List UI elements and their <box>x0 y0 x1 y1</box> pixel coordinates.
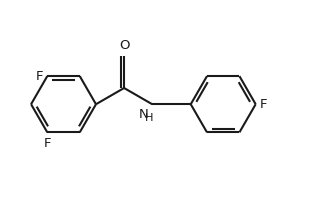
Text: O: O <box>119 39 129 52</box>
Text: F: F <box>44 137 51 149</box>
Text: F: F <box>36 70 43 83</box>
Text: F: F <box>260 98 267 111</box>
Text: H: H <box>145 113 153 123</box>
Text: N: N <box>138 108 148 121</box>
